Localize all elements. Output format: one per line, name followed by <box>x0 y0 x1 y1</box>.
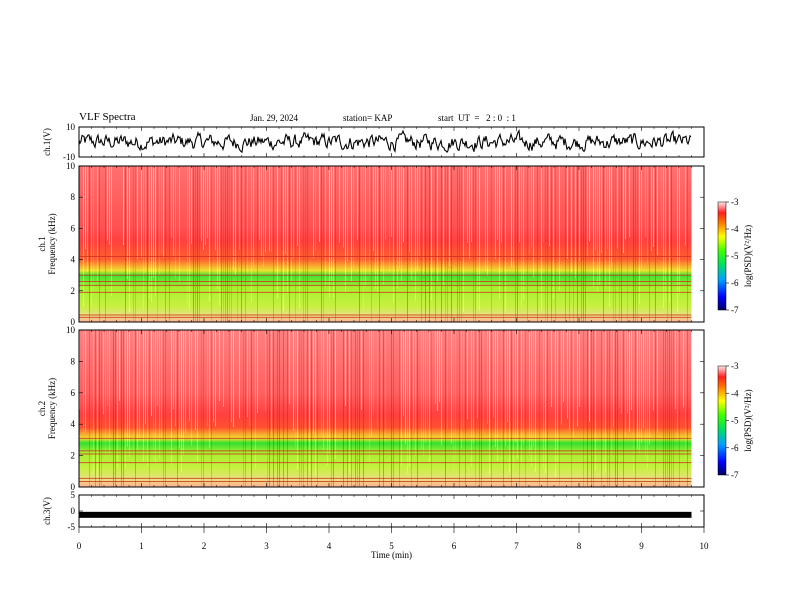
ch1-spectrogram-colorbar-label: -3 <box>731 197 739 207</box>
ch1-spectrogram-colorbar-title: log(PSD)(V²/Hz) <box>743 225 753 287</box>
x-tick-label: 9 <box>639 541 644 551</box>
x-axis-label: Time (min) <box>371 550 412 560</box>
ch1-spectrogram-ylabel: Frequency (kHz) <box>47 213 57 274</box>
ch3-waveform-trace <box>79 511 692 518</box>
x-tick-label: 6 <box>452 541 457 551</box>
x-tick-label: 1 <box>139 541 144 551</box>
ch1-waveform-trace <box>78 128 692 154</box>
plot-station: station= KAP <box>343 113 393 123</box>
x-tick-label: 4 <box>327 541 332 551</box>
ch1-spectrogram-texture <box>83 166 688 322</box>
ch1-waveform-ylabel: ch.1(V) <box>42 128 52 156</box>
ch2-spectrogram-texture <box>79 330 692 487</box>
ch1-spectrogram-ytick-label: 6 <box>71 223 76 233</box>
ch2-spectrogram-colorbar-label: -4 <box>731 388 739 398</box>
ch2-spectrogram-ytick-label: 0 <box>71 482 76 492</box>
ch3-waveform-ytick-label: 0 <box>71 506 76 516</box>
ch2-spectrogram-colorbar <box>717 365 727 476</box>
plot-date: Jan. 29, 2024 <box>250 113 298 123</box>
ch1-waveform-ytick-label: -10 <box>63 152 75 162</box>
ch2-spectrogram-ytick-label: 2 <box>71 451 76 461</box>
ch3-waveform-frame <box>78 494 705 528</box>
ch2-spectrogram-ylabel: ch.2 <box>37 401 47 416</box>
ch3-waveform-ytick-label: 5 <box>71 490 76 500</box>
ch1-spectrogram-ytick-label: 0 <box>71 317 76 327</box>
ch1-spectrogram-colorbar-label: -6 <box>731 278 739 288</box>
x-tick-label: 8 <box>577 541 582 551</box>
ch2-spectrogram-ylabel: Frequency (kHz) <box>47 378 57 439</box>
ch2-spectrogram-ytick-label: 6 <box>71 388 76 398</box>
ch1-waveform-ytick-label: 10 <box>66 122 76 132</box>
ch1-spectrogram-ytick-label: 8 <box>71 192 76 202</box>
ch1-spectrogram-ytick-label: 2 <box>71 286 76 296</box>
ch3-waveform-ytick-label: -5 <box>68 522 76 532</box>
ch3-waveform-ylabel: ch.3(V) <box>42 497 52 525</box>
ch1-spectrogram-colorbar-label: -4 <box>731 224 739 234</box>
ch1-spectrogram-colorbar <box>717 201 727 311</box>
x-tick-label: 10 <box>700 541 710 551</box>
ch1-spectrogram-colorbar-label: -5 <box>731 251 739 261</box>
plot-title: VLF Spectra <box>79 111 136 123</box>
ch2-spectrogram-ytick-label: 4 <box>71 419 76 429</box>
plot-start-time: start UT = 2 : 0 : 1 <box>438 113 516 123</box>
x-tick-label: 7 <box>514 541 519 551</box>
ch2-spectrogram-colorbar-label: -3 <box>731 361 739 371</box>
x-tick-label: 0 <box>77 541 82 551</box>
ch2-spectrogram-ytick-label: 10 <box>66 325 76 335</box>
ch1-spectrogram-colorbar-label: -7 <box>731 305 739 315</box>
x-tick-label: 5 <box>389 541 394 551</box>
ch1-spectrogram-ytick-label: 4 <box>71 255 76 265</box>
ch1-spectrogram-ytick-label: 10 <box>66 161 76 171</box>
ch1-spectrogram-ylabel: ch.1 <box>37 236 47 251</box>
x-tick-label: 3 <box>264 541 269 551</box>
x-tick-label: 2 <box>202 541 207 551</box>
ch2-spectrogram-colorbar-title: log(PSD)(V²/Hz) <box>743 389 753 451</box>
ch2-spectrogram-ytick-label: 8 <box>71 356 76 366</box>
ch2-spectrogram-colorbar-label: -6 <box>731 443 739 453</box>
ch2-spectrogram-colorbar-label: -7 <box>731 470 739 480</box>
ch2-spectrogram-colorbar-label: -5 <box>731 416 739 426</box>
